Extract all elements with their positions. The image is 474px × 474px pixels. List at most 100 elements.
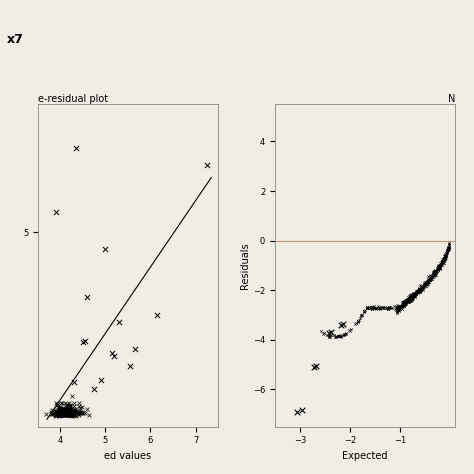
Point — [400, 302, 408, 310]
Point — [403, 296, 411, 304]
Point — [59, 410, 67, 417]
Point — [442, 253, 449, 260]
Point — [427, 276, 434, 283]
Point — [427, 272, 435, 279]
Point — [418, 285, 425, 292]
Point — [394, 303, 402, 310]
Point — [82, 337, 89, 344]
Point — [335, 332, 343, 340]
Point — [432, 268, 440, 275]
Point — [342, 330, 350, 337]
Point — [405, 297, 413, 304]
Point — [54, 411, 61, 419]
Point — [319, 330, 327, 338]
Point — [406, 295, 413, 302]
Point — [127, 362, 134, 370]
Point — [71, 410, 78, 417]
Point — [405, 293, 412, 301]
Point — [420, 281, 428, 289]
Point — [404, 296, 411, 303]
Point — [446, 239, 453, 247]
Point — [70, 410, 77, 417]
Point — [61, 406, 68, 413]
Point — [427, 275, 434, 283]
Point — [400, 301, 408, 309]
Point — [62, 409, 69, 416]
Point — [67, 411, 75, 419]
Point — [75, 402, 83, 410]
Point — [332, 334, 340, 341]
Point — [418, 285, 425, 292]
Point — [428, 272, 435, 279]
Point — [416, 285, 423, 293]
Point — [61, 410, 68, 418]
Point — [63, 401, 71, 409]
Point — [405, 295, 413, 302]
Point — [417, 285, 425, 293]
Point — [401, 298, 408, 305]
Point — [418, 284, 426, 292]
Point — [345, 327, 353, 334]
Point — [415, 286, 422, 293]
Point — [398, 304, 405, 311]
Point — [446, 242, 453, 249]
Point — [435, 264, 443, 271]
Point — [54, 403, 62, 411]
Point — [61, 405, 68, 413]
Point — [421, 281, 429, 289]
Point — [409, 295, 416, 303]
Point — [51, 411, 59, 419]
Point — [422, 279, 429, 286]
Point — [67, 407, 75, 415]
Point — [393, 304, 401, 312]
Point — [48, 406, 55, 414]
Point — [67, 412, 75, 419]
Point — [417, 286, 425, 293]
Point — [438, 258, 446, 266]
Point — [424, 276, 431, 284]
Point — [405, 296, 413, 303]
Point — [408, 295, 416, 302]
Point — [436, 264, 443, 271]
Point — [417, 283, 424, 291]
Point — [409, 292, 417, 300]
Point — [70, 408, 78, 416]
Point — [387, 304, 395, 312]
Point — [60, 411, 68, 419]
Point — [436, 263, 443, 270]
Point — [364, 304, 372, 311]
Point — [365, 305, 372, 312]
Point — [422, 281, 430, 288]
Point — [377, 306, 384, 313]
Point — [420, 280, 428, 287]
Point — [398, 303, 405, 311]
Point — [71, 405, 79, 413]
Point — [420, 283, 428, 291]
Point — [73, 408, 80, 415]
Point — [358, 311, 365, 319]
Point — [66, 409, 73, 417]
Point — [441, 254, 448, 262]
Point — [357, 311, 365, 319]
Point — [72, 412, 80, 419]
Point — [66, 401, 74, 409]
Point — [415, 287, 422, 295]
Point — [66, 405, 73, 412]
Point — [55, 405, 62, 413]
Point — [404, 297, 412, 304]
Point — [330, 332, 338, 339]
Point — [400, 298, 407, 306]
Point — [407, 295, 415, 303]
Point — [371, 304, 378, 312]
Point — [372, 305, 380, 313]
Point — [368, 305, 375, 312]
Point — [444, 245, 451, 253]
Point — [42, 410, 50, 418]
Point — [61, 399, 69, 407]
Text: x7: x7 — [7, 33, 24, 46]
Point — [408, 295, 416, 303]
Point — [398, 302, 406, 310]
Point — [60, 404, 67, 411]
Point — [422, 280, 430, 287]
Point — [395, 304, 402, 311]
